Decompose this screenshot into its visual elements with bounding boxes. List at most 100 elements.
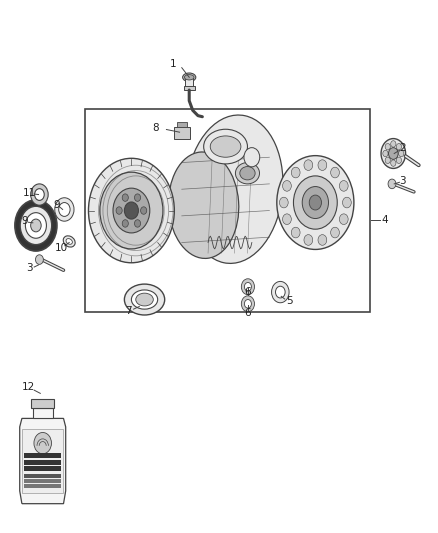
Circle shape [383,150,388,157]
Circle shape [331,227,339,238]
Circle shape [244,148,260,167]
Bar [184,86,195,90]
Circle shape [291,167,300,178]
Circle shape [283,214,291,224]
Ellipse shape [131,290,158,309]
Circle shape [302,187,328,219]
Ellipse shape [210,136,241,157]
Bar [31,399,54,408]
Circle shape [31,219,41,232]
Bar [24,459,61,465]
Bar [24,479,61,483]
Circle shape [385,157,390,164]
Bar [32,408,53,418]
Circle shape [124,202,138,219]
Circle shape [389,148,398,159]
Bar [24,474,61,478]
Circle shape [293,176,337,229]
Bar [24,453,61,458]
Bar [174,127,190,139]
Bar [185,77,193,88]
Circle shape [34,432,51,454]
Circle shape [25,213,46,238]
Circle shape [304,160,313,171]
Circle shape [134,194,141,201]
Circle shape [399,150,404,157]
Circle shape [122,194,128,201]
Circle shape [291,227,300,238]
Ellipse shape [204,130,247,164]
Bar [24,484,61,488]
Circle shape [283,181,291,191]
Ellipse shape [186,115,283,263]
Circle shape [396,157,402,164]
Circle shape [272,281,289,303]
Text: 3: 3 [26,263,33,273]
Circle shape [134,220,141,227]
Circle shape [304,235,313,245]
Text: 12: 12 [22,383,35,392]
Circle shape [279,197,288,208]
Text: 5: 5 [286,296,293,305]
Ellipse shape [183,73,196,82]
Circle shape [35,255,43,264]
Circle shape [318,160,327,171]
Ellipse shape [136,293,153,306]
Ellipse shape [124,284,165,315]
Circle shape [241,296,254,312]
Circle shape [59,203,70,216]
Ellipse shape [66,239,72,244]
Circle shape [113,188,150,233]
Ellipse shape [169,152,239,259]
Circle shape [20,206,52,245]
Ellipse shape [63,236,75,247]
Text: 9: 9 [53,200,60,209]
Circle shape [309,195,321,210]
Text: 9: 9 [21,216,28,226]
Text: 6: 6 [244,287,251,297]
Ellipse shape [184,75,194,80]
Bar [22,429,63,493]
Text: 10: 10 [55,243,68,253]
Circle shape [391,141,396,147]
Bar [24,466,61,471]
Circle shape [396,143,402,150]
Circle shape [241,279,254,295]
Circle shape [88,158,174,263]
Circle shape [339,181,348,191]
Text: 8: 8 [152,123,159,133]
Text: 7: 7 [125,306,132,316]
Circle shape [385,143,390,150]
Circle shape [55,198,74,221]
Bar [85,109,370,312]
Circle shape [116,207,122,214]
Circle shape [244,282,251,291]
Circle shape [339,214,348,224]
Ellipse shape [235,163,259,184]
Circle shape [244,300,251,308]
Ellipse shape [140,193,166,223]
Text: 3: 3 [399,176,406,186]
Circle shape [331,167,339,178]
Text: 6: 6 [244,308,251,318]
Circle shape [31,184,48,205]
Circle shape [141,207,147,214]
Circle shape [100,172,163,249]
Circle shape [343,197,351,208]
Text: 4: 4 [381,215,388,225]
Text: 1: 1 [170,59,177,69]
Bar [177,122,187,127]
Circle shape [35,189,44,200]
Circle shape [391,160,396,166]
PathPatch shape [20,418,66,504]
Circle shape [276,286,285,298]
Circle shape [15,200,57,251]
Ellipse shape [240,166,255,180]
Circle shape [318,235,327,245]
Text: 2: 2 [399,143,406,153]
Circle shape [381,139,406,168]
Circle shape [388,179,396,189]
Circle shape [122,220,128,227]
Text: 11: 11 [23,188,36,198]
Circle shape [277,156,354,249]
